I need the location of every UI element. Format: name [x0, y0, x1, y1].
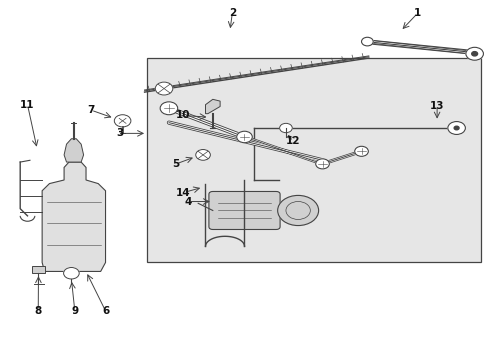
Text: 13: 13 [429, 102, 444, 112]
Text: 2: 2 [228, 8, 235, 18]
Polygon shape [42, 162, 105, 271]
Text: 6: 6 [102, 306, 109, 316]
Circle shape [453, 126, 458, 130]
Text: 5: 5 [172, 159, 180, 169]
Circle shape [354, 146, 367, 156]
Text: 12: 12 [285, 136, 300, 146]
FancyBboxPatch shape [208, 192, 280, 229]
Text: 9: 9 [71, 306, 78, 316]
Circle shape [277, 195, 318, 226]
Circle shape [155, 82, 172, 95]
Circle shape [236, 131, 252, 143]
Circle shape [447, 122, 465, 134]
Text: 10: 10 [176, 111, 190, 121]
Circle shape [315, 159, 329, 169]
Circle shape [160, 102, 177, 115]
Text: 14: 14 [176, 188, 190, 198]
Text: 8: 8 [35, 306, 42, 316]
Text: 4: 4 [184, 197, 192, 207]
Text: 7: 7 [87, 105, 94, 115]
Text: 1: 1 [413, 8, 420, 18]
Polygon shape [205, 99, 220, 114]
Polygon shape [64, 139, 83, 162]
Circle shape [114, 115, 131, 127]
FancyBboxPatch shape [147, 58, 480, 262]
Circle shape [195, 149, 210, 160]
Polygon shape [32, 266, 44, 273]
Circle shape [471, 51, 477, 56]
Text: 3: 3 [116, 129, 123, 138]
Circle shape [279, 123, 292, 133]
Circle shape [63, 267, 79, 279]
Circle shape [361, 37, 372, 46]
Circle shape [465, 47, 483, 60]
Text: 11: 11 [20, 100, 35, 110]
